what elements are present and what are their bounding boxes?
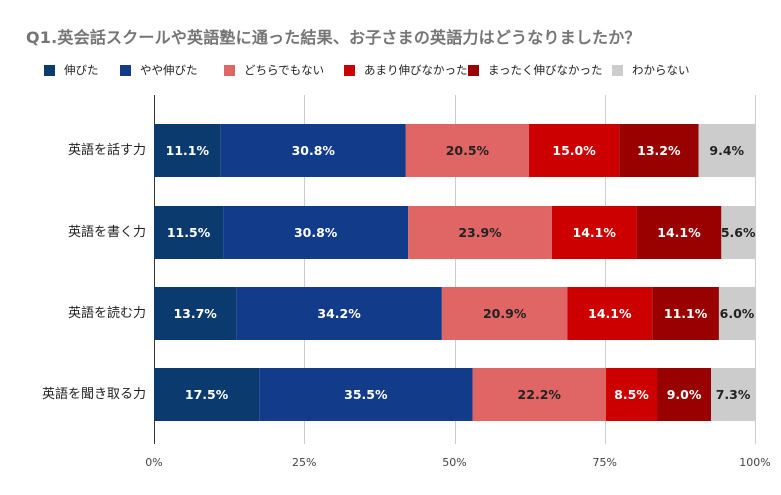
category-label: 英語を読む力 bbox=[68, 305, 146, 321]
legend-item: やや伸びた bbox=[120, 62, 198, 78]
data-label: 13.2% bbox=[637, 143, 681, 158]
data-label: 9.4% bbox=[709, 143, 744, 158]
bar-segment bbox=[154, 124, 221, 177]
data-label: 15.0% bbox=[552, 143, 596, 158]
bar-segment bbox=[236, 287, 442, 340]
bar-segment bbox=[472, 368, 606, 421]
x-tick-label: 50% bbox=[442, 456, 466, 469]
data-label: 35.5% bbox=[344, 387, 388, 402]
bar-segment bbox=[567, 287, 653, 340]
data-label: 14.1% bbox=[573, 225, 617, 240]
legend-label: わからない bbox=[632, 63, 690, 77]
data-label: 34.2% bbox=[317, 306, 361, 321]
data-label: 11.1% bbox=[664, 306, 708, 321]
data-label: 22.2% bbox=[518, 387, 562, 402]
data-label: 14.1% bbox=[657, 225, 701, 240]
bar-segment bbox=[441, 287, 568, 340]
data-label: 17.5% bbox=[185, 387, 229, 402]
bar-segment bbox=[721, 206, 755, 259]
bar-segment bbox=[154, 368, 260, 421]
bar-segment bbox=[154, 287, 237, 340]
legend-label: やや伸びた bbox=[140, 63, 198, 77]
data-label: 20.5% bbox=[446, 143, 490, 158]
legend-item: まったく伸びなかった bbox=[468, 62, 603, 78]
legend-label: まったく伸びなかった bbox=[488, 63, 603, 77]
legend-item: どちらでもない bbox=[224, 62, 324, 78]
legend-label: あまり伸びなかった bbox=[364, 63, 468, 77]
x-tick-label: 75% bbox=[593, 456, 617, 469]
legend-swatch bbox=[612, 64, 623, 76]
legend-label: どちらでもない bbox=[244, 63, 325, 77]
legend-swatch bbox=[344, 64, 355, 76]
legend-swatch bbox=[468, 64, 479, 76]
x-tick-label: 0% bbox=[145, 456, 162, 469]
category-label: 英語を書く力 bbox=[68, 224, 146, 240]
legend-item: 伸びた bbox=[44, 62, 99, 78]
x-tick-label: 100% bbox=[739, 456, 770, 469]
bar-segment bbox=[405, 124, 530, 177]
data-label: 30.8% bbox=[294, 225, 338, 240]
legend-swatch bbox=[120, 64, 131, 76]
bar-segment bbox=[223, 206, 409, 259]
data-label: 7.3% bbox=[716, 387, 751, 402]
data-label: 30.8% bbox=[292, 143, 336, 158]
bar-segment bbox=[718, 287, 755, 340]
data-label: 5.6% bbox=[721, 225, 756, 240]
category-label: 英語を聞き取る力 bbox=[42, 386, 146, 402]
bar-segment bbox=[408, 206, 552, 259]
legend-label: 伸びた bbox=[64, 63, 99, 77]
legend-swatch bbox=[44, 64, 55, 76]
x-tick-label: 25% bbox=[292, 456, 316, 469]
bar-segment bbox=[652, 287, 719, 340]
data-label: 8.5% bbox=[614, 387, 649, 402]
bar-segment bbox=[259, 368, 473, 421]
data-label: 20.9% bbox=[483, 306, 527, 321]
data-label: 13.7% bbox=[173, 306, 217, 321]
bar-segment bbox=[551, 206, 637, 259]
bar-segment bbox=[154, 206, 224, 259]
bar-segment bbox=[636, 206, 722, 259]
bar-segment bbox=[657, 368, 712, 421]
bar-segment bbox=[619, 124, 699, 177]
legend-item: あまり伸びなかった bbox=[344, 62, 468, 78]
data-label: 11.5% bbox=[167, 225, 211, 240]
bar-segment bbox=[220, 124, 406, 177]
category-label: 英語を話す力 bbox=[68, 142, 146, 158]
data-label: 9.0% bbox=[667, 387, 702, 402]
data-label: 6.0% bbox=[720, 306, 755, 321]
bar-segment bbox=[698, 124, 755, 177]
chart-title: Q1.英会話スクールや英語塾に通った結果、お子さまの英語力はどうなりましたか？ bbox=[26, 28, 641, 47]
bar-segment bbox=[605, 368, 658, 421]
data-label: 14.1% bbox=[588, 306, 632, 321]
data-label: 23.9% bbox=[458, 225, 502, 240]
legend-item: わからない bbox=[612, 62, 690, 78]
bar-segment bbox=[711, 368, 755, 421]
legend-swatch bbox=[224, 64, 235, 76]
data-label: 11.1% bbox=[166, 143, 210, 158]
bar-segment bbox=[529, 124, 620, 177]
